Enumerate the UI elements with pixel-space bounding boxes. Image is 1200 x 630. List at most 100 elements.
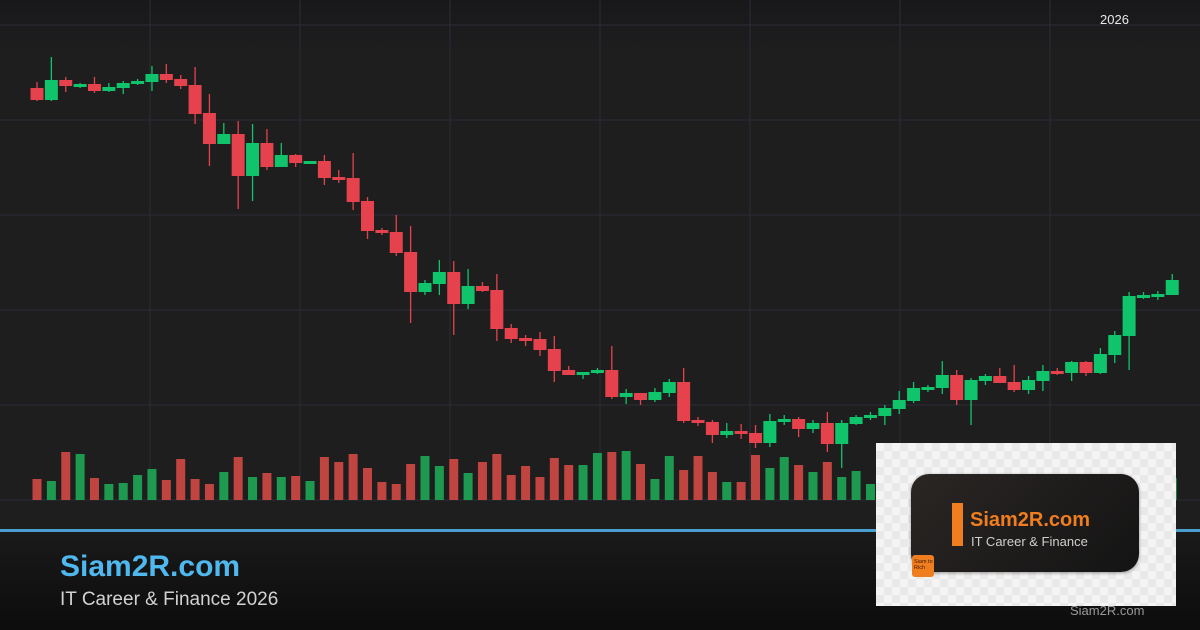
volume-bar [276,477,286,500]
candle [1022,376,1036,394]
candle [892,391,906,414]
candle-body [605,370,619,397]
candle [662,379,676,397]
candle [1165,274,1179,295]
candle-body [317,161,331,178]
candle [1065,361,1079,381]
logo-panel: Siam2R.com IT Career & Finance [911,474,1139,572]
volume-bar [736,482,746,500]
volume-bar [578,465,588,500]
candle [346,153,360,210]
candle [978,374,992,385]
volume-bar [334,462,344,500]
candle [274,143,288,167]
candle-body [734,431,748,434]
candle-body [806,423,820,429]
candle-body [44,80,58,100]
candle [317,155,331,185]
candle [576,372,590,379]
candle-body [1122,296,1136,336]
volume-bar [89,478,99,500]
candle-body [1136,295,1150,298]
volume-bar [679,470,689,500]
candle-body [1079,362,1093,373]
candle [475,282,489,292]
brand-tagline: IT Career & Finance 2026 [60,589,279,610]
candle-body [662,382,676,393]
candle-body [1108,335,1122,355]
candle [921,385,935,392]
candle-body [576,372,590,375]
candle-body [1065,362,1079,373]
candle-body [562,370,576,375]
candle-body [1151,294,1165,297]
volume-bar [779,457,789,500]
candle [361,197,375,239]
candle [677,368,691,423]
volume-bar [650,479,660,500]
volume-bar [808,472,818,500]
candle-body [519,338,533,341]
volume-bar [865,484,875,500]
candle-body [1165,280,1179,295]
candle-body [1022,380,1036,390]
watermark: Siam2R.com [1070,603,1145,618]
volume-bar [722,482,732,500]
candle-body [404,252,418,292]
candle-body [691,420,705,423]
candle [1122,292,1136,370]
candle-body [978,376,992,381]
candle [993,368,1007,383]
volume-bar [233,457,243,500]
candle [648,388,662,402]
candle [605,346,619,399]
candle [59,77,73,92]
candle [174,75,188,89]
volume-bar [521,466,531,500]
volume-bar [592,453,602,500]
candle-body [361,201,375,231]
volume-bar [291,476,301,500]
volume-bar [219,472,229,500]
candle-body [432,272,446,284]
candle-body [720,431,734,435]
candle [131,79,145,85]
candle-body [1007,382,1021,390]
candle [820,412,834,452]
volume-bar [204,484,214,500]
candle-body [677,382,691,421]
candle [1036,365,1050,391]
candle-body [777,419,791,422]
logo-badge: Siam to Rich [912,555,934,577]
volume-bar [765,468,775,500]
candle-body [547,349,561,371]
volume-bar [420,456,430,500]
logo-card: Siam2R.com IT Career & Finance Siam to R… [876,443,1176,606]
candle-body [619,393,633,397]
candle-body [274,155,288,167]
candle [1007,365,1021,392]
candle [590,368,604,374]
volume-bar [664,456,674,500]
candle-body [921,387,935,390]
volume-bar [621,451,631,500]
candle [777,415,791,425]
candle-body [260,143,274,167]
candle-body [634,393,648,400]
candle [562,366,576,375]
logo-subtitle: IT Career & Finance [971,534,1088,549]
candle-body [159,74,173,80]
volume-bar [707,472,717,500]
candle [878,405,892,425]
volume-bar [564,465,574,500]
candle-body [346,178,360,202]
candle-body [303,161,317,164]
candle [619,389,633,404]
candle-body [533,339,547,350]
candle [1136,292,1150,299]
candle [691,417,705,426]
candle [792,417,806,437]
volume-bar [794,465,804,500]
candle-body [820,423,834,444]
candle-body [1093,354,1107,373]
